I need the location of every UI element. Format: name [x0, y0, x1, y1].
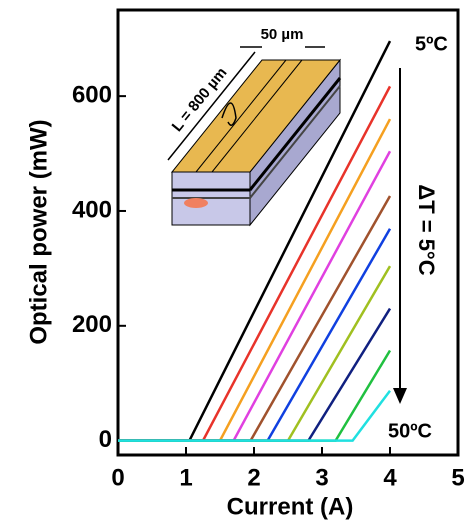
x-tick-label: 2: [247, 464, 260, 491]
inset-chip: [168, 47, 340, 225]
x-axis-label: Current (A): [227, 493, 354, 520]
y-axis-label: Optical power (mW): [25, 119, 52, 344]
y-tick-label: 400: [72, 196, 112, 223]
x-tick-label: 3: [315, 464, 328, 491]
x-tick-label: 1: [179, 464, 192, 491]
y-tick-label: 600: [72, 81, 112, 108]
y-tick-label: 0: [99, 426, 112, 453]
data-line: [118, 266, 390, 441]
x-tick-label: 0: [111, 464, 124, 491]
x-tick-label: 4: [383, 464, 397, 491]
y-tick-label: 200: [72, 311, 112, 338]
chart: 50 µm L = 800 µm 5ºC 50ºC ΔT = 5°C Curre…: [0, 0, 466, 527]
annotation: 5ºC: [415, 33, 448, 55]
annotation: 50ºC: [388, 420, 432, 442]
x-tick-label: 5: [451, 464, 464, 491]
annotation: ΔT = 5°C: [414, 184, 439, 275]
data-line: [118, 350, 390, 440]
annotation: 50 µm: [261, 26, 304, 43]
